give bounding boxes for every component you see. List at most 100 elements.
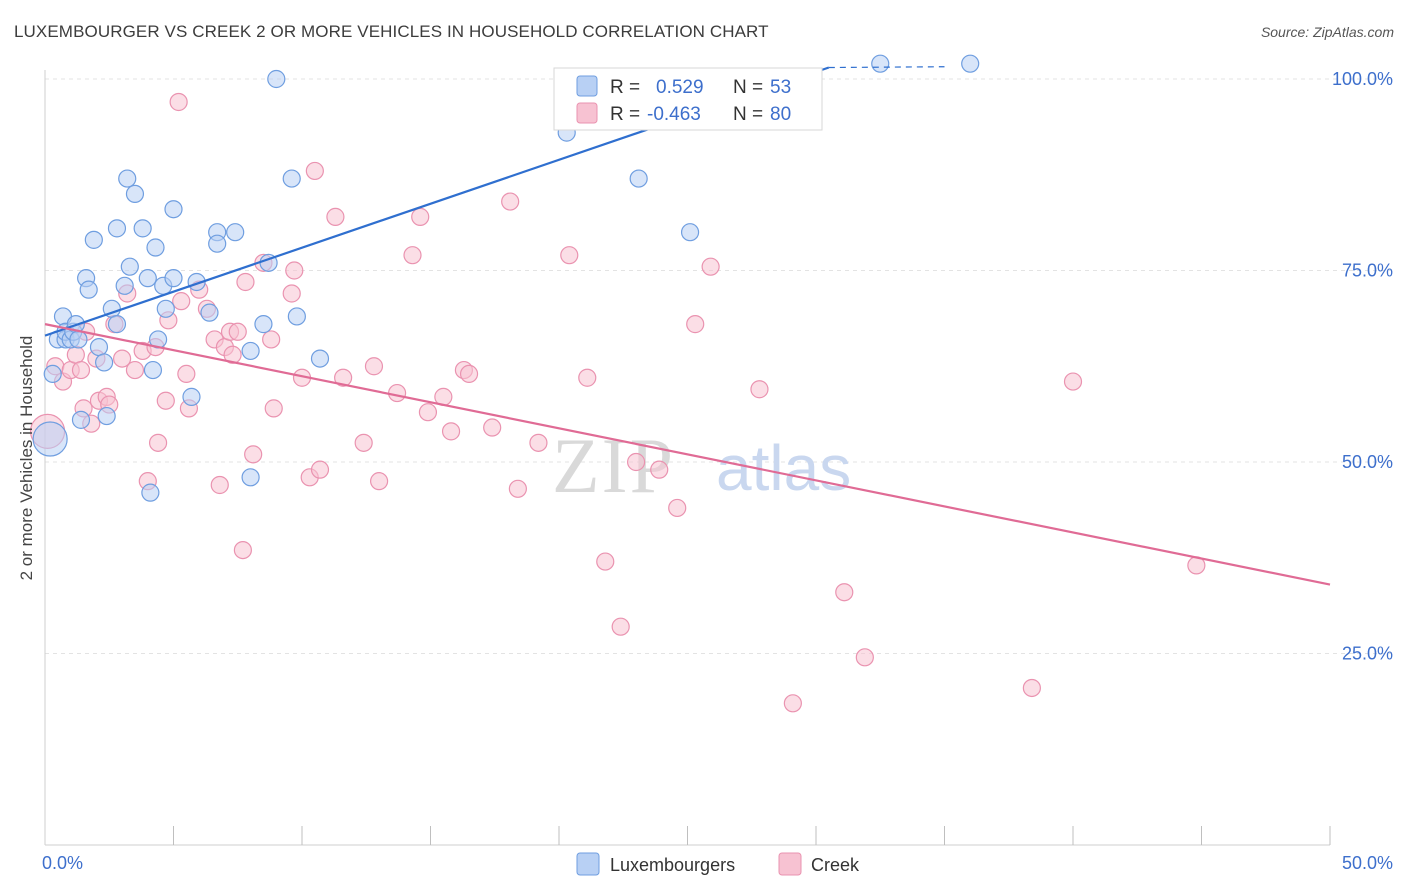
creek-point-47 (334, 368, 353, 387)
creek-point-77 (1063, 372, 1083, 391)
luxembourger-point-50 (871, 54, 890, 73)
luxembourger-point-44 (282, 169, 301, 188)
luxembourger-point-26 (143, 360, 163, 380)
luxembourger-point-48 (629, 169, 648, 188)
creek-point-48 (354, 433, 373, 452)
luxembourger-point-15 (97, 406, 116, 426)
luxembourger-point-46 (310, 349, 330, 368)
luxembourger-point-33 (182, 387, 201, 406)
creek-point-41 (285, 261, 304, 280)
luxembourger-point-41 (254, 315, 273, 334)
creek-points (29, 92, 1206, 713)
creek-point-34 (233, 540, 252, 560)
luxembourger-point-51 (961, 54, 980, 73)
creek-point-71 (701, 257, 720, 276)
creek-point-54 (418, 403, 438, 422)
x-tick-label-1: 50.0% (1342, 853, 1393, 873)
luxembourger-point-23 (133, 219, 152, 238)
creek-point-19 (148, 433, 168, 452)
luxembourger-point-9 (71, 410, 91, 429)
creek-point-4 (71, 360, 91, 380)
creek-point-38 (262, 330, 281, 349)
creek-point-63 (560, 246, 579, 265)
creek-point-62 (529, 433, 548, 452)
creek-point-50 (370, 472, 389, 491)
creek-point-39 (264, 399, 283, 418)
creek-point-40 (282, 284, 301, 303)
creek-point-61 (508, 479, 527, 498)
correlation-legend: R = 0.529 N = 53 R = -0.463 N = 80 (553, 67, 823, 131)
creek-point-52 (403, 246, 422, 265)
creek-point-59 (483, 418, 502, 437)
luxembourger-point-20 (118, 169, 137, 188)
luxembourger-trend-extension (828, 66, 945, 69)
legend-n-value-blue: 53 (770, 77, 791, 98)
luxembourger-point-24 (138, 269, 157, 288)
legend-n-label-blue: N = (733, 77, 763, 98)
luxembourger-point-17 (107, 315, 127, 334)
luxembourger-point-12 (84, 230, 103, 249)
legend-r-label-blue: R = (610, 77, 640, 98)
creek-point-56 (441, 422, 461, 441)
creek-point-3 (66, 345, 85, 364)
creek-point-33 (228, 322, 247, 341)
legend-pink-swatch (576, 102, 598, 124)
luxembourger-point-25 (141, 483, 160, 502)
tick-labels: 100.0% 75.0% 50.0% 25.0% 0.0% 50.0% (42, 69, 1393, 873)
luxembourger-point-8 (69, 330, 88, 349)
bottom-legend-blue-swatch (576, 852, 600, 876)
creek-point-64 (578, 368, 597, 387)
creek-point-51 (387, 383, 407, 403)
y-tick-label-0: 100.0% (1332, 69, 1393, 89)
creek-point-69 (668, 498, 687, 518)
source-label: Source: ZipAtlas.com (1260, 24, 1394, 40)
creek-point-15 (125, 360, 145, 380)
creek-point-49 (364, 357, 384, 376)
creek-point-58 (459, 364, 479, 384)
creek-point-60 (501, 192, 520, 211)
legend-r-value-pink: -0.463 (647, 104, 701, 125)
watermark-atlas: atlas (716, 432, 851, 504)
luxembourger-point-39 (241, 341, 260, 361)
luxembourger-point-30 (156, 299, 175, 318)
legend-blue-swatch (576, 75, 598, 97)
luxembourger-point-45 (287, 307, 306, 326)
luxembourger-point-22 (125, 184, 145, 203)
creek-point-24 (177, 364, 196, 384)
y-tick-label-2: 50.0% (1342, 452, 1393, 472)
creek-trend-line (44, 323, 1331, 586)
luxembourger-point-38 (226, 223, 245, 242)
luxembourger-point-49 (680, 223, 700, 242)
legend-n-value-pink: 80 (770, 104, 791, 125)
creek-point-73 (783, 694, 802, 713)
creek-point-36 (244, 445, 263, 464)
creek-point-23 (172, 292, 191, 311)
creek-point-53 (411, 207, 430, 226)
creek-point-75 (855, 648, 874, 667)
bottom-legend-pink-swatch (778, 852, 802, 876)
y-tick-label-3: 25.0% (1342, 644, 1393, 664)
x-tick-label-0: 0.0% (42, 853, 83, 873)
creek-point-76 (1022, 678, 1041, 698)
creek-point-67 (626, 452, 646, 472)
creek-point-70 (686, 315, 705, 334)
luxembourger-point-37 (208, 234, 227, 253)
creek-point-68 (650, 460, 669, 479)
luxembourger-point-27 (146, 238, 165, 257)
creek-point-72 (750, 380, 769, 399)
luxembourger-point-43 (267, 69, 286, 89)
creek-point-13 (112, 349, 132, 368)
creek-point-66 (611, 617, 630, 636)
y-tick-label-1: 75.0% (1342, 261, 1393, 281)
y-axis-title: 2 or more Vehicles in Household (17, 336, 36, 581)
axes (44, 70, 1331, 846)
luxembourger-point-32 (164, 200, 183, 219)
bottom-legend-luxembourgers: Luxembourgers (610, 855, 735, 875)
legend-r-label-pink: R = (610, 104, 640, 125)
chart-title: LUXEMBOURGER VS CREEK 2 OR MORE VEHICLES… (14, 22, 769, 41)
creek-point-65 (596, 552, 615, 571)
luxembourger-point-19 (115, 276, 134, 295)
creek-point-44 (305, 161, 324, 181)
luxembourger-point-18 (107, 219, 127, 238)
